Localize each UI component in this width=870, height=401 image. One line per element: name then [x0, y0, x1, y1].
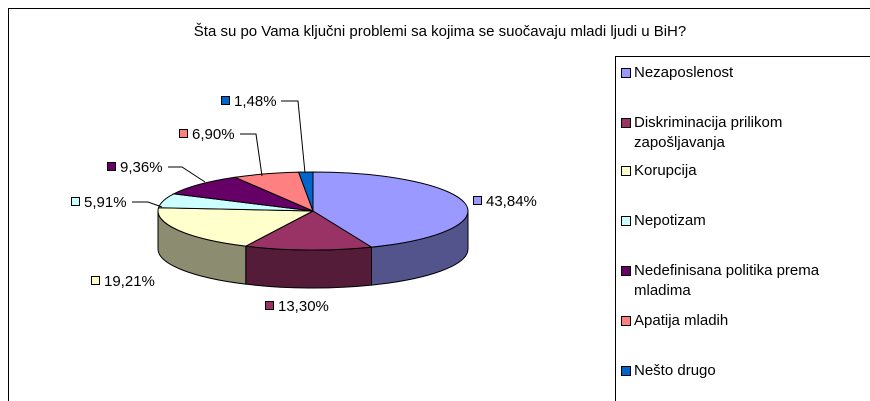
slice [297, 171, 314, 212]
slice [312, 171, 469, 248]
label-swatch [71, 197, 80, 206]
label-swatch [91, 276, 100, 285]
legend-swatch [621, 216, 631, 226]
legend-entry: Korupcija [621, 161, 865, 181]
data-label: 6,90% [192, 126, 235, 143]
data-label: 9,36% [120, 159, 163, 176]
label-swatch [473, 196, 482, 205]
leader-line [132, 201, 163, 208]
data-label: 43,84% [486, 193, 537, 210]
slice [244, 210, 374, 251]
data-label: 19,21% [104, 273, 155, 290]
slice [157, 207, 314, 247]
legend-entry: Nešto drugo [621, 361, 865, 381]
legend-label: Nezaposlenost [634, 64, 734, 81]
data-label: 1,48% [234, 93, 277, 110]
leader-line [240, 133, 263, 177]
legend-label: Diskriminacija prilikom zapošljavanja [634, 114, 783, 151]
legend-entry: Nezaposlenost [621, 63, 865, 83]
label-swatch [179, 129, 188, 138]
slice-side [245, 245, 373, 289]
legend-label: Nepotizam [634, 212, 706, 229]
legend-swatch [621, 366, 631, 376]
legend-label: Apatija mladih [634, 312, 729, 329]
data-label: 5,91% [84, 194, 127, 211]
legend: Nezaposlenost Diskriminacija prilikom zap… [616, 57, 870, 401]
label-swatch [221, 96, 230, 105]
label-swatch [107, 162, 116, 171]
legend-label: Korupcija [634, 162, 697, 179]
leader-line [168, 166, 206, 183]
label-swatch [265, 301, 274, 310]
legend-label: Nedefinisana politika prema mladima [634, 262, 820, 299]
legend-swatch [621, 118, 631, 128]
legend-entry: Nepotizam [621, 211, 865, 231]
legend-entry: Diskriminacija prilikom zapošljavanja [621, 113, 865, 153]
slice [172, 176, 314, 212]
legend-swatch [621, 316, 631, 326]
legend-entry: Nedefinisana politika prema mladima [621, 261, 865, 301]
data-label: 13,30% [278, 298, 329, 315]
legend-swatch [621, 166, 631, 176]
legend-swatch [621, 68, 631, 78]
leader-line [281, 100, 306, 174]
legend-entry: Apatija mladih [621, 311, 865, 331]
legend-frame [615, 56, 870, 401]
chart-title: Šta su po Vama ključni problemi sa kojim… [194, 23, 686, 40]
legend-label: Nešto drugo [634, 362, 716, 379]
legend-swatch [621, 266, 631, 276]
